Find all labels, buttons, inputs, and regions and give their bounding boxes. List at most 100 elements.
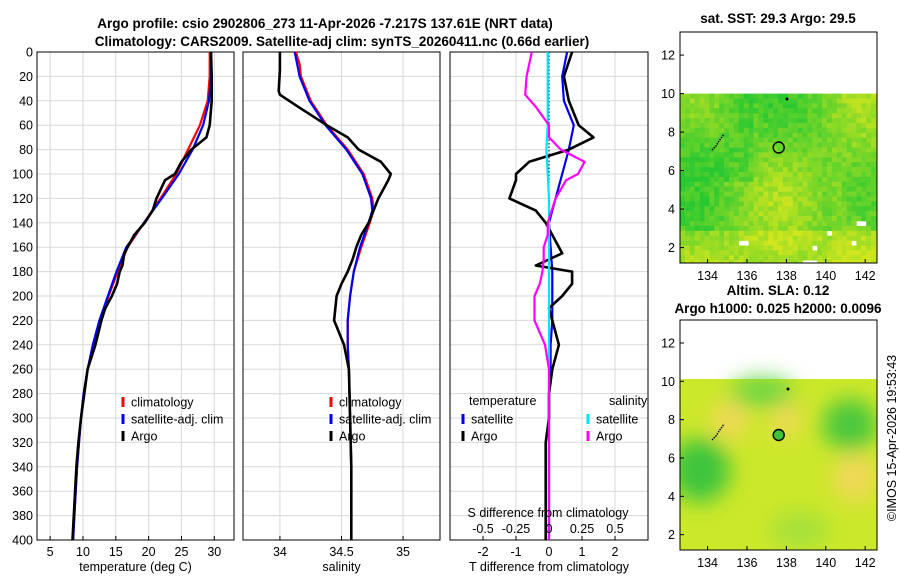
sst-cell <box>846 260 852 263</box>
sst-cell <box>812 132 818 138</box>
sst-cell <box>851 191 857 197</box>
sst-cell <box>773 225 779 232</box>
sst-cell <box>782 157 789 163</box>
sst-cell <box>861 201 867 207</box>
sst-cell <box>748 113 754 119</box>
sst-cell <box>871 260 877 263</box>
sst-cell <box>763 137 769 143</box>
sst-cell <box>866 123 872 129</box>
sst-cell <box>704 235 710 241</box>
sst-cell <box>748 103 754 109</box>
sst-cell <box>827 196 833 202</box>
sst-cell <box>871 230 877 236</box>
sst-cell <box>684 93 691 99</box>
sst-map-cells <box>680 93 877 263</box>
sst-cell <box>738 211 744 217</box>
sst-cell <box>763 162 769 168</box>
sst-cell <box>792 225 798 232</box>
sst-cell <box>827 98 833 104</box>
sst-cell <box>792 147 798 153</box>
sst-cell <box>797 167 803 173</box>
sst-cell <box>812 255 818 261</box>
sst-cell <box>802 181 808 187</box>
sst-cell <box>758 260 764 263</box>
sst-cell <box>684 201 691 207</box>
sst-cell <box>871 167 877 173</box>
sst-cell <box>797 186 803 192</box>
sst-cell <box>797 245 803 251</box>
sst-cell <box>709 176 715 183</box>
sst-cell <box>724 245 730 251</box>
sst-cell <box>753 123 759 129</box>
sst-cell <box>694 162 700 168</box>
sst-cell <box>694 103 700 109</box>
sst-cell <box>871 132 877 138</box>
sst-cell <box>851 113 857 119</box>
sst-cell <box>743 255 749 261</box>
sst-cell <box>733 162 740 168</box>
sst-cell <box>684 245 691 251</box>
diff-legend-s-argo-label: Argo <box>596 430 622 444</box>
sst-cell <box>871 181 877 187</box>
sst-cell <box>817 162 823 168</box>
sst-cell <box>699 152 705 158</box>
sst-cell <box>680 137 686 143</box>
sst-cell <box>709 108 715 114</box>
sst-cell <box>792 201 798 207</box>
sst-cell <box>812 240 818 246</box>
sst-cell <box>709 225 715 232</box>
sst-cell <box>797 240 803 246</box>
sst-cell <box>871 196 877 202</box>
sst-cell <box>787 221 793 227</box>
sst-cell <box>729 176 735 183</box>
sst-cell <box>836 186 842 192</box>
sst-cell <box>709 137 715 143</box>
sst-cell <box>689 230 695 236</box>
sst-cell <box>778 196 784 202</box>
sst-cell <box>827 255 833 261</box>
sst-cell <box>753 230 759 236</box>
sst-cell <box>812 201 818 207</box>
sst-cell <box>836 127 842 134</box>
sst-cell <box>797 152 803 158</box>
sst-cell <box>709 167 715 173</box>
sst-cell <box>680 98 686 104</box>
sst-cell <box>778 113 784 119</box>
sst-cell <box>831 162 838 168</box>
sst-cell <box>748 196 754 202</box>
sst-cell <box>684 108 691 114</box>
sst-cell <box>851 103 857 109</box>
map-y-tick-5: 12 <box>661 337 675 351</box>
sst-cell <box>812 196 818 202</box>
sst-cell <box>807 152 813 158</box>
sst-cell <box>871 103 877 109</box>
sst-cell <box>822 235 828 241</box>
sst-cell <box>773 196 779 202</box>
sst-cell <box>714 172 720 178</box>
sst-cell <box>699 181 705 187</box>
sst-cell <box>841 230 847 236</box>
sst-cell <box>738 216 744 222</box>
sst-cell <box>773 172 779 178</box>
sst-cell <box>817 113 823 119</box>
sst-cell <box>871 108 877 114</box>
sst-cell <box>792 142 798 148</box>
sst-cell <box>694 230 700 236</box>
sst-cell <box>753 186 759 192</box>
sst-cell <box>866 113 872 119</box>
sst-cell <box>797 230 803 236</box>
sst-cell <box>822 147 828 153</box>
sst-cell <box>689 127 695 134</box>
sst-cell <box>763 167 769 173</box>
x-tick-label-0: 5 <box>47 545 54 559</box>
sst-cell <box>841 191 847 197</box>
sst-cell <box>817 240 823 246</box>
sst-cell <box>680 181 686 187</box>
sst-cell <box>822 142 828 148</box>
sst-cell <box>680 152 686 158</box>
island-outline <box>711 423 725 441</box>
sst-cell <box>836 260 842 263</box>
sst-cell <box>802 113 808 119</box>
sst-cell <box>841 162 847 168</box>
sst-cell <box>743 142 749 148</box>
